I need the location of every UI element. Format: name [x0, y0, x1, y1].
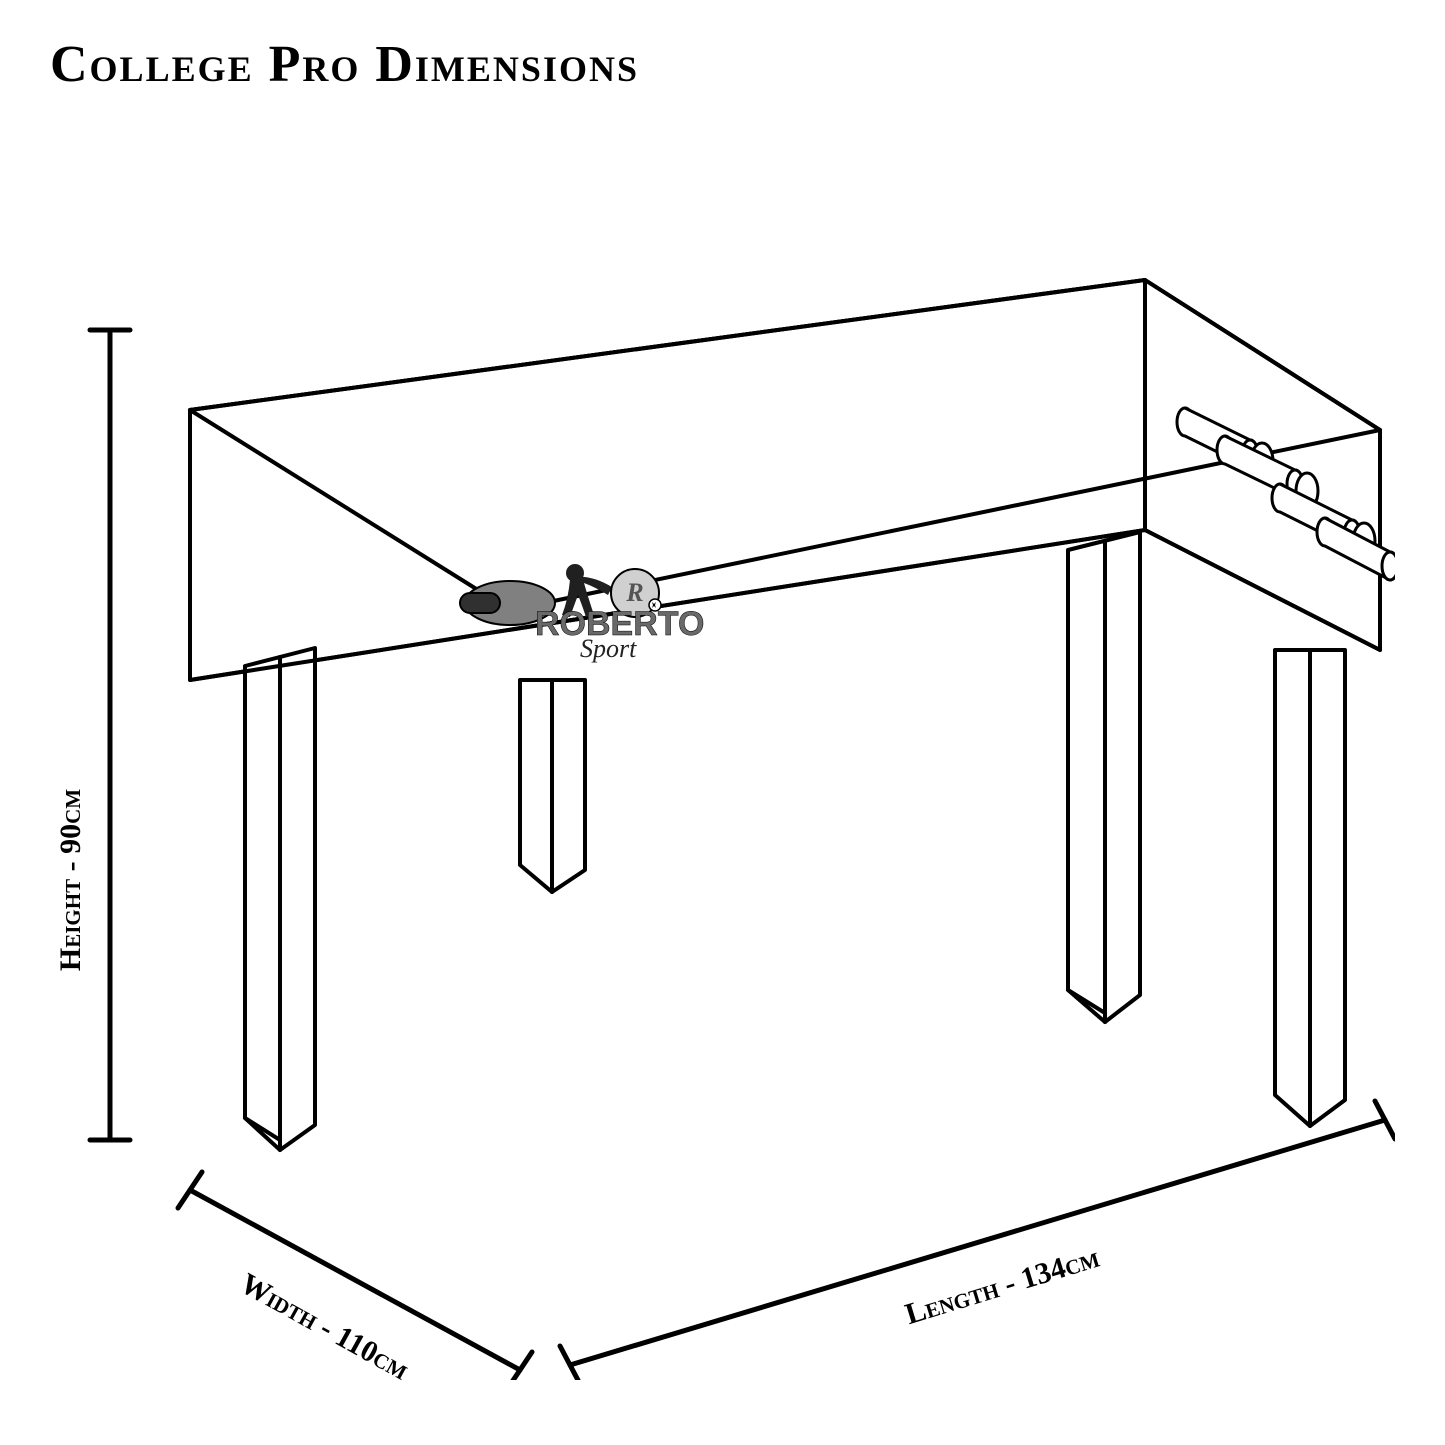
dimension-diagram: R ROBERTO Sport Height - 90cm Width - 11… — [50, 180, 1395, 1380]
table-outline — [190, 280, 1380, 1150]
logo-brand-sub: Sport — [580, 634, 637, 663]
dim-height — [90, 330, 130, 1140]
dim-length — [560, 1101, 1395, 1380]
page-title: College Pro Dimensions — [50, 35, 639, 94]
dim-width-label: Width - 110cm — [235, 1267, 415, 1380]
dim-height-label: Height - 90cm — [54, 789, 87, 971]
logo-monogram: R — [625, 578, 643, 607]
